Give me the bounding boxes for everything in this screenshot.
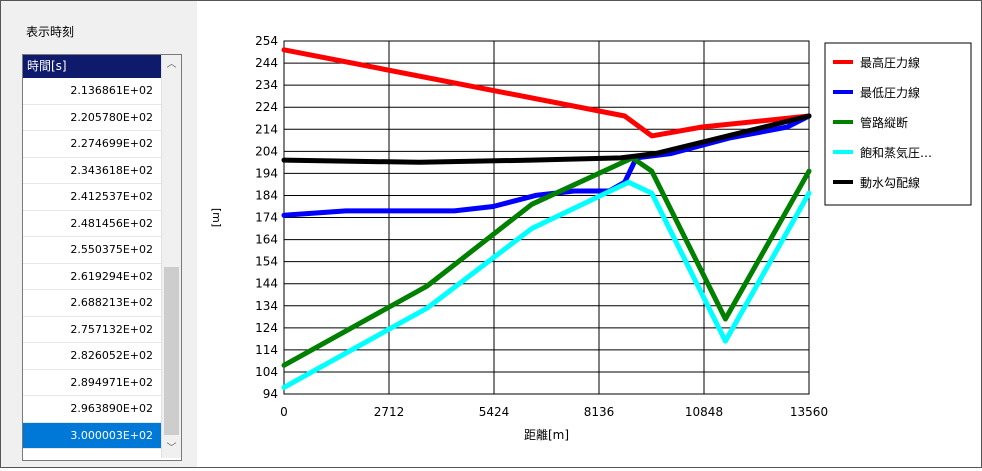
legend-label: 最高圧力線	[860, 55, 920, 70]
x-tick-label: 10848	[685, 405, 723, 419]
scroll-thumb[interactable]	[164, 267, 179, 435]
list-item[interactable]: 2.412537E+02	[23, 184, 161, 211]
list-item[interactable]: 2.205780E+02	[23, 105, 161, 131]
x-tick-label: 8136	[584, 405, 615, 419]
list-header[interactable]: 時間[s]	[23, 55, 161, 78]
y-tick-label: 154	[255, 255, 278, 269]
time-list[interactable]: 時間[s] 2.136861E+02 2.205780E+02 2.274699E+…	[22, 54, 182, 461]
list-item[interactable]: 2.274699E+02	[23, 131, 161, 158]
x-tick-label: 0	[280, 405, 288, 419]
x-tick-label: 2712	[374, 405, 405, 419]
y-axis-label: [m]	[210, 208, 223, 227]
y-tick-label: 244	[255, 56, 278, 70]
list-item[interactable]: 2.343618E+02	[23, 158, 161, 184]
y-tick-label: 134	[255, 299, 278, 313]
series-line	[281, 113, 812, 165]
y-tick-label: 124	[255, 321, 278, 335]
y-tick-label: 144	[255, 277, 278, 291]
list-item[interactable]: 2.757132E+02	[23, 317, 161, 343]
scroll-down-icon[interactable]: ﹀	[166, 443, 177, 454]
list-item[interactable]: 2.894971E+02	[23, 370, 161, 396]
y-tick-label: 104	[255, 365, 278, 379]
series-line	[281, 113, 812, 218]
y-tick-label: 194	[255, 166, 278, 180]
chart-area: 94 104 114 124 134 144 154 164 174 184 194 204 214 22…	[197, 1, 981, 467]
y-tick-label: 254	[255, 34, 278, 48]
time-panel: 表示時刻 時間[s] 2.136861E+02 2.205780E+02 2.274…	[1, 1, 197, 467]
x-axis-label: 距離[m]	[524, 428, 569, 442]
series-line	[281, 179, 812, 390]
list-item[interactable]: 2.688213E+02	[23, 290, 161, 317]
y-tick-label: 204	[255, 144, 278, 158]
y-tick-label: 234	[255, 78, 278, 92]
legend-label: 飽和蒸気圧…	[860, 145, 932, 160]
legend-label: 管路縦断	[860, 115, 908, 130]
y-tick-label: 224	[255, 100, 278, 114]
legend-label: 最低圧力線	[860, 85, 920, 100]
list-item[interactable]: 2.136861E+02	[23, 78, 161, 105]
legend-label: 動水勾配線	[860, 175, 920, 190]
list-item[interactable]: 3.000003E+02	[23, 422, 161, 449]
panel-title: 表示時刻	[26, 25, 75, 39]
list-item[interactable]: 2.481456E+02	[23, 211, 161, 237]
series-line	[281, 47, 812, 139]
line-chart: 94 104 114 124 134 144 154 164 174 184 194 204 214 22…	[210, 34, 972, 442]
list-item[interactable]: 2.963890E+02	[23, 396, 161, 423]
y-tick-label: 174	[255, 211, 278, 225]
y-tick-label: 184	[255, 188, 278, 202]
list-item[interactable]: 2.550375E+02	[23, 237, 161, 264]
y-tick-label: 94	[263, 387, 278, 401]
list-rows: 2.136861E+02 2.205780E+02 2.274699E+02 2.34…	[23, 78, 161, 449]
x-tick-label: 5424	[479, 405, 510, 419]
x-tick-label: 13560	[790, 405, 828, 419]
y-tick-label: 114	[255, 343, 278, 357]
scroll-up-icon[interactable]: ︿	[166, 59, 177, 70]
y-tick-label: 214	[255, 122, 278, 136]
y-tick-label: 164	[255, 233, 278, 247]
list-item[interactable]: 2.619294E+02	[23, 264, 161, 290]
list-scrollbar[interactable]: ︿ ﹀	[161, 55, 181, 458]
list-item[interactable]: 2.826052E+02	[23, 343, 161, 370]
